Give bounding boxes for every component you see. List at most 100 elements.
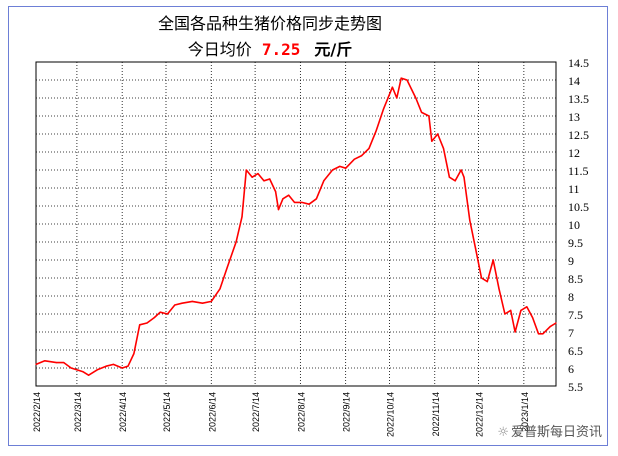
y-tick-label: 5.5 (568, 380, 583, 394)
data-point (44, 360, 46, 362)
data-point (105, 365, 107, 367)
grid-lines (35, 61, 557, 387)
y-tick-label: 9.5 (568, 236, 583, 250)
data-point (63, 362, 65, 364)
data-point (146, 322, 148, 324)
data-point (282, 198, 284, 200)
data-point (396, 97, 398, 99)
data-point (549, 326, 551, 328)
data-point (345, 167, 347, 169)
watermark: ☼ 爱普斯每日资讯 (497, 421, 602, 440)
y-tick-label: 11.5 (568, 164, 589, 178)
data-point (308, 203, 310, 205)
watermark-text: 爱普斯每日资讯 (510, 425, 602, 440)
data-point (442, 147, 445, 149)
data-point (121, 367, 123, 369)
data-point (454, 180, 456, 182)
data-point (201, 302, 204, 304)
data-point (437, 133, 439, 135)
data-point (174, 304, 176, 306)
data-point (226, 266, 228, 268)
price-unit: 元/斤 (314, 40, 353, 59)
data-point (375, 129, 377, 131)
data-point (112, 363, 114, 365)
chart-title: 全国各品种生猪价格同步走势图 (157, 14, 382, 33)
data-point (323, 180, 325, 182)
data-point (269, 178, 271, 180)
data-point (191, 300, 193, 302)
data-point (96, 369, 98, 371)
x-tick-label: 2022/8/14 (296, 392, 306, 432)
data-point (469, 219, 471, 221)
y-tick-labels: 5.5 6 6.5 7 7.5 8 8.5 9 9.5 10 10.5 11 11.5 12 12.5 13 1… (568, 56, 589, 394)
data-point (241, 216, 243, 218)
x-tick-label: 2022/11/14 (431, 392, 441, 436)
data-point (514, 331, 516, 333)
x-tick-label: 2022/4/14 (118, 392, 128, 432)
x-tick-label: 2022/6/14 (207, 392, 217, 432)
y-tick-label: 8.5 (568, 272, 583, 286)
data-point (391, 86, 393, 88)
data-point (257, 173, 259, 175)
data-point (166, 313, 169, 315)
y-tick-label: 14.5 (568, 56, 589, 70)
data-point (210, 300, 212, 302)
data-point (245, 169, 247, 171)
data-point (288, 194, 290, 196)
data-point (555, 322, 557, 324)
data-point (275, 191, 277, 193)
data-point (480, 277, 483, 279)
data-point (537, 333, 540, 335)
y-tick-label: 8 (568, 290, 574, 304)
chart-frame (8, 6, 608, 446)
data-point (431, 140, 433, 142)
x-tick-label: 2022/7/14 (251, 392, 261, 432)
data-point (361, 155, 363, 157)
data-point (368, 147, 370, 149)
y-tick-label: 7.5 (568, 308, 583, 322)
data-point (504, 313, 506, 315)
data-point (383, 108, 385, 110)
subtitle-prefix: 今日均价 (187, 40, 252, 59)
series-group (35, 77, 557, 377)
data-point (520, 309, 522, 311)
data-point (133, 353, 135, 355)
data-point (415, 97, 417, 99)
data-point (139, 324, 141, 326)
x-tick-label: 2022/10/14 (385, 392, 395, 437)
data-point (532, 317, 534, 319)
y-tick-label: 6.5 (568, 344, 583, 358)
data-point (88, 374, 90, 376)
y-tick-label: 10.5 (568, 200, 589, 214)
y-tick-label: 12.5 (568, 128, 589, 142)
x-tick-label: 2022/9/14 (342, 392, 352, 432)
data-point (263, 180, 265, 182)
data-point (406, 79, 408, 81)
data-point (542, 333, 544, 335)
x-tick-label: 2022/3/14 (73, 392, 83, 432)
data-point (486, 281, 488, 283)
y-tick-label: 10 (568, 218, 580, 232)
data-point (251, 176, 253, 178)
data-point (181, 302, 183, 304)
y-tick-label: 6 (568, 362, 574, 376)
wechat-icon: ☼ (497, 425, 509, 440)
data-point (339, 165, 341, 167)
data-point (235, 241, 237, 243)
y-tick-label: 14 (568, 74, 580, 88)
x-tick-label: 2022/5/14 (162, 392, 172, 432)
data-point (463, 176, 465, 178)
x-tick-labels: 2022/2/14 2022/3/14 2022/4/14 2022/5/14 2022… (32, 392, 530, 437)
x-tick-label: 2022/12/14 (475, 392, 485, 437)
y-tick-label: 12 (568, 146, 580, 160)
data-point (475, 248, 477, 250)
price-series-line (35, 77, 557, 377)
y-tick-label: 13 (568, 110, 580, 124)
y-tick-label: 13.5 (568, 92, 589, 106)
data-point (82, 371, 84, 373)
data-point (498, 288, 500, 290)
data-point (127, 365, 129, 367)
x-tick-label: 2022/2/14 (32, 392, 42, 432)
data-point (301, 201, 303, 203)
data-point (331, 169, 334, 171)
